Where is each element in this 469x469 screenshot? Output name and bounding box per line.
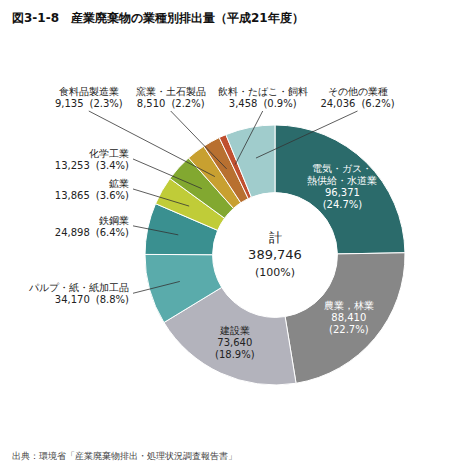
- leader-line: [133, 281, 180, 293]
- slice-label: その他の業種24,036 (6.2%): [320, 86, 394, 109]
- slice-label: パルプ・紙・紙加工品34,170 (8.8%): [28, 282, 129, 305]
- slice: [275, 125, 405, 254]
- percent-label: (0.9%): [263, 98, 296, 109]
- slice-label: 建設業73,640(18.9%): [215, 325, 255, 360]
- percent-label: (22.7%): [329, 324, 369, 335]
- leader-line: [256, 111, 358, 158]
- value-label: 9,135: [55, 98, 84, 109]
- percent-label: (8.8%): [96, 294, 129, 305]
- percent-label: (6.4%): [96, 227, 129, 238]
- percent-label: (3.6%): [96, 190, 129, 201]
- category-label: 熱供給・水道業: [307, 175, 377, 186]
- value-label: 24,898: [55, 227, 90, 238]
- percent-label: (24.7%): [323, 199, 363, 210]
- slice-label: 鉄鋼業 24,898 (6.4%): [55, 215, 129, 238]
- data-labels: 電気・ガス・熱供給・水道業96,371(24.7%) 農業，林業88,410(22…: [28, 86, 395, 360]
- slices: [145, 125, 405, 385]
- value-label: 3,458: [229, 98, 258, 109]
- slice-label: 飲料・たばこ・飼料3,458 (0.9%): [218, 86, 308, 109]
- leader-line: [133, 189, 189, 206]
- category-label: 飲料・たばこ・飼料: [218, 86, 308, 97]
- leader-line: [133, 159, 202, 189]
- title: 図3-1-8 産業廃棄物の業種別排出量（平成21年度）: [12, 11, 304, 25]
- percent-label: (2.3%): [90, 98, 123, 109]
- slice: [145, 254, 222, 322]
- category-label: 鉄鋼業: [99, 215, 129, 226]
- value-label: 13,253: [55, 160, 90, 171]
- slice-label: 食料品製造業9,135 (2.3%): [55, 86, 123, 109]
- slice-label: 化学工業13,253 (3.4%): [55, 148, 129, 171]
- category-label: パルプ・紙・紙加工品: [28, 282, 129, 293]
- slice: [285, 253, 405, 384]
- percent-label: (6.2%): [361, 98, 394, 109]
- slice: [226, 125, 275, 197]
- center-label: (100%): [255, 266, 295, 279]
- value-label: 73,640: [217, 337, 252, 348]
- center-labels: 計 389,746 (100%): [248, 230, 302, 279]
- chart: 図3-1-8 産業廃棄物の業種別排出量（平成21年度） 出典：環境省「産業廃棄物排…: [0, 0, 469, 469]
- center-label: 389,746: [248, 247, 302, 262]
- leader-line: [133, 226, 178, 235]
- leader-line: [171, 111, 227, 169]
- percent-label: (2.2%): [171, 98, 204, 109]
- category-label: その他の業種: [328, 86, 388, 97]
- category-label: 窯業・土石製品: [136, 86, 206, 97]
- category-label: 電気・ガス・: [312, 163, 372, 174]
- value-label: 8,510: [137, 98, 166, 109]
- percent-label: (3.4%): [96, 160, 129, 171]
- category-label: 建設業: [219, 325, 250, 336]
- center-label: 計: [269, 230, 282, 245]
- value-label: 13,865: [55, 190, 90, 201]
- slice-label: 鉱業 13,865 (3.6%): [55, 178, 129, 201]
- value-label: 96,371: [325, 187, 360, 198]
- category-label: 食料品製造業: [59, 86, 119, 97]
- value-label: 24,036: [320, 98, 355, 109]
- category-label: 化学工業: [89, 148, 129, 159]
- slice-label: 窯業・土石製品8,510 (2.2%): [136, 86, 206, 109]
- category-label: 農業，林業: [324, 300, 374, 311]
- slice-label: 農業，林業88,410(22.7%): [324, 300, 374, 335]
- value-label: 88,410: [331, 312, 366, 323]
- value-label: 34,170: [55, 294, 90, 305]
- source: 出典：環境省「産業廃棄物排出・処理状況調査報告書」: [12, 451, 237, 461]
- category-label: 鉱業: [109, 178, 129, 189]
- leader-lines: [89, 111, 358, 293]
- slice-label: 電気・ガス・熱供給・水道業96,371(24.7%): [307, 163, 377, 210]
- percent-label: (18.9%): [215, 349, 255, 360]
